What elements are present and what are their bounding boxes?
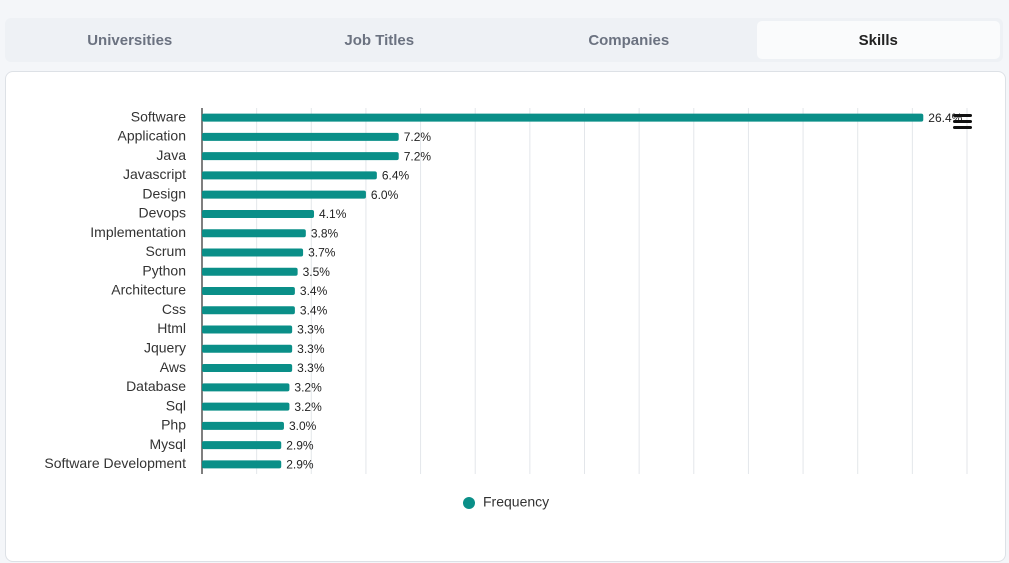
y-tick-label: Database: [126, 378, 186, 394]
bar: [202, 364, 293, 373]
bar: [202, 383, 290, 392]
bar: [202, 421, 284, 430]
data-label: 3.7%: [308, 246, 336, 260]
y-tick-label: Php: [161, 417, 186, 433]
bar: [202, 152, 399, 161]
tab[interactable]: Job Titles: [344, 31, 415, 49]
data-label: 2.9%: [286, 438, 314, 452]
bar: [202, 113, 924, 122]
y-tick-label: Scrum: [146, 243, 186, 259]
bar: [202, 248, 304, 257]
bar: [202, 287, 295, 295]
y-tick-label: Software: [131, 108, 186, 124]
y-tick-label: Software Development: [44, 455, 186, 471]
y-tick-label: Implementation: [90, 224, 186, 240]
y-tick-label: Python: [142, 262, 186, 278]
data-label: 7.2%: [404, 130, 432, 144]
bar: [202, 267, 298, 276]
y-tick-label: Css: [162, 301, 186, 317]
bar: [202, 344, 293, 353]
legend-label: Frequency: [483, 494, 549, 510]
bar: [202, 132, 399, 141]
data-label: 3.5%: [303, 265, 331, 279]
data-label: 3.0%: [289, 419, 317, 433]
bar: [202, 325, 293, 334]
bar: [202, 460, 282, 469]
y-tick-label: Mysql: [149, 436, 186, 452]
data-label: 3.3%: [297, 361, 325, 375]
y-tick-label: Sql: [166, 397, 186, 413]
menu-icon[interactable]: [953, 114, 972, 129]
data-label: 4.1%: [319, 207, 347, 221]
y-tick-label: Design: [142, 185, 186, 201]
data-label: 3.8%: [311, 226, 339, 240]
y-tick-label: Architecture: [111, 282, 186, 298]
data-label: 3.4%: [300, 284, 328, 298]
y-tick-label: Devops: [139, 205, 186, 221]
data-label: 2.9%: [286, 458, 314, 472]
data-label: 3.3%: [297, 323, 325, 337]
y-tick-label: Javascript: [123, 166, 186, 182]
bar: [202, 209, 315, 218]
bar: [202, 306, 295, 315]
y-tick-label: Java: [156, 147, 186, 163]
data-label: 3.3%: [297, 342, 325, 356]
data-label: 3.2%: [294, 400, 322, 414]
y-tick-label: Application: [118, 128, 187, 144]
bar: [202, 190, 366, 199]
tab[interactable]: Skills: [756, 21, 1000, 59]
data-label: 7.2%: [404, 149, 432, 163]
data-label: 6.4%: [382, 169, 410, 183]
data-label: 3.2%: [294, 380, 322, 394]
chart-card: [5, 71, 1006, 562]
tab-bar: Universities Job Titles Companies Skills: [5, 18, 1003, 62]
bar: [202, 402, 290, 411]
tab[interactable]: Companies: [588, 31, 670, 49]
y-tick-label: Html: [157, 320, 186, 336]
data-label: 6.0%: [371, 188, 399, 202]
data-label: 3.4%: [300, 303, 328, 317]
legend-marker: [463, 497, 475, 509]
y-tick-label: Aws: [160, 359, 186, 375]
bar: [202, 171, 377, 180]
tab[interactable]: Universities: [87, 31, 173, 49]
bar: [202, 441, 282, 450]
bar: [202, 229, 306, 238]
y-tick-label: Jquery: [144, 339, 186, 355]
